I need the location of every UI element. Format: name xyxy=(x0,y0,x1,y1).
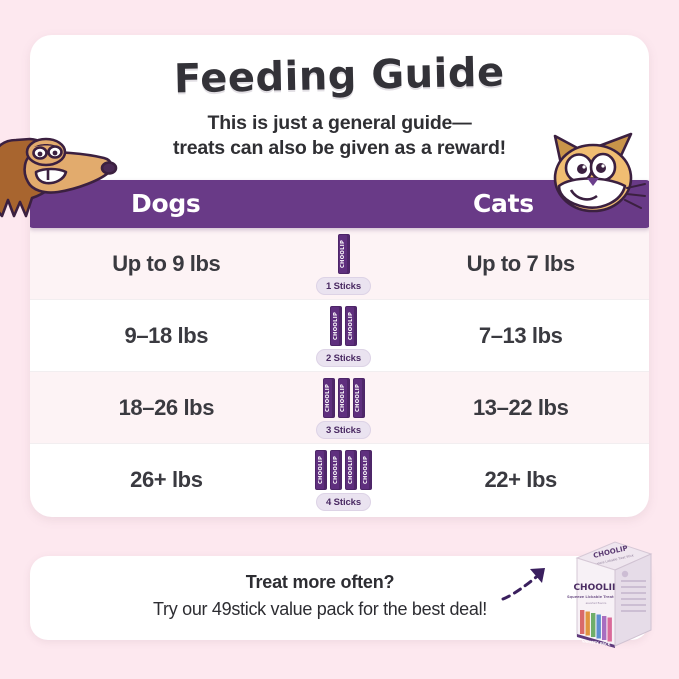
treat-stick-icon: CHOOLIP xyxy=(345,450,357,490)
product-box-image: CHOOLIP Squeeze Lickable Treat Stick CHO… xyxy=(567,541,653,648)
table-row: 9–18 lbs CHOOLIP CHOOLIP 2 Sticks 7–13 lbs xyxy=(30,300,649,372)
curved-arrow-icon xyxy=(501,568,545,601)
treat-stick-icon: CHOOLIP xyxy=(315,450,327,490)
stick-brand-label: CHOOLIP xyxy=(348,455,355,485)
sticks-count-badge: 1 Sticks xyxy=(315,277,372,295)
treat-stick-icon: CHOOLIP xyxy=(360,450,372,490)
cat-weight-cell: 13–22 lbs xyxy=(472,394,569,420)
svg-text:VARIETY PACK: VARIETY PACK xyxy=(582,639,611,646)
stick-brand-label: CHOOLIP xyxy=(348,311,355,341)
treat-stick-icon: CHOOLIP xyxy=(337,378,350,418)
dog-weight-cell: 9–18 lbs xyxy=(124,322,209,348)
sticks-cell: CHOOLIP CHOOLIP CHOOLIP CHOOLIP 4 Sticks xyxy=(295,448,393,511)
cat-weight-cell: 22+ lbs xyxy=(484,466,557,492)
page-subtitle: This is just a general guide— treats can… xyxy=(30,111,649,161)
stick-brand-label: CHOOLIP xyxy=(340,383,347,413)
stick-group: CHOOLIP xyxy=(337,232,350,274)
svg-text:assorted flavors: assorted flavors xyxy=(586,601,607,605)
svg-text:CHOOLIP: CHOOLIP xyxy=(573,583,619,593)
svg-text:Squeeze Lickable Treat Stick: Squeeze Lickable Treat Stick xyxy=(567,595,626,599)
promo-footer-card: Treat more often? Try our 49stick value … xyxy=(30,556,649,640)
stick-group: CHOOLIP CHOOLIP CHOOLIP xyxy=(322,376,365,418)
stick-brand-label: CHOOLIP xyxy=(325,383,332,413)
table-row: Up to 9 lbs CHOOLIP 1 Sticks Up to 7 lbs xyxy=(30,228,649,300)
dog-weight-cell: 18–26 lbs xyxy=(118,394,215,420)
sticks-count-badge: 4 Sticks xyxy=(315,493,372,511)
feeding-guide-card: Feeding Guide This is just a general gui… xyxy=(30,35,649,517)
dog-illustration xyxy=(0,128,123,233)
feeding-table: Up to 9 lbs CHOOLIP 1 Sticks Up to 7 lbs 9–1… xyxy=(30,228,649,515)
treat-stick-icon: CHOOLIP xyxy=(352,378,365,418)
cat-weight-cell: 7–13 lbs xyxy=(478,322,563,348)
stick-brand-label: CHOOLIP xyxy=(363,455,370,485)
stick-group: CHOOLIP CHOOLIP xyxy=(330,304,357,346)
sticks-cell: CHOOLIP 1 Sticks xyxy=(295,232,393,295)
card-clip: Feeding Guide This is just a general gui… xyxy=(30,35,649,517)
stick-brand-label: CHOOLIP xyxy=(355,383,362,413)
page-title: Feeding Guide xyxy=(173,49,506,103)
dog-weight-cell: 26+ lbs xyxy=(130,466,203,492)
cat-weight-cell: Up to 7 lbs xyxy=(466,250,575,276)
stick-brand-label: CHOOLIP xyxy=(340,239,347,269)
sticks-count-badge: 3 Sticks xyxy=(315,421,372,439)
subtitle-line-1: This is just a general guide— xyxy=(207,112,472,134)
table-row: 26+ lbs CHOOLIP CHOOLIP CHOOLIP CHOOLIP 4 Sti… xyxy=(30,444,649,515)
stick-brand-label: CHOOLIP xyxy=(333,311,340,341)
treat-stick-icon: CHOOLIP xyxy=(330,306,342,346)
promo-subtext: Try our 49stick value pack for the best … xyxy=(152,599,487,620)
stick-brand-label: CHOOLIP xyxy=(333,455,340,485)
treat-stick-icon: CHOOLIP xyxy=(322,378,335,418)
stick-brand-label: CHOOLIP xyxy=(318,455,325,485)
cat-illustration xyxy=(541,130,653,235)
stick-group: CHOOLIP CHOOLIP CHOOLIP CHOOLIP xyxy=(315,448,372,490)
promo-text: Treat more often? Try our 49stick value … xyxy=(90,570,550,622)
sticks-cell: CHOOLIP CHOOLIP 2 Sticks xyxy=(295,304,393,367)
sticks-count-badge: 2 Sticks xyxy=(315,349,372,367)
promo-headline: Treat more often? xyxy=(245,572,395,592)
treat-stick-icon: CHOOLIP xyxy=(345,306,357,346)
treat-stick-icon: CHOOLIP xyxy=(337,234,350,274)
column-header-dogs: Dogs xyxy=(131,189,201,218)
table-row: 18–26 lbs CHOOLIP CHOOLIP CHOOLIP 3 Sticks 13… xyxy=(30,372,649,444)
treat-stick-icon: CHOOLIP xyxy=(330,450,342,490)
title-block: Feeding Guide This is just a general gui… xyxy=(30,49,649,161)
column-header-cats: Cats xyxy=(473,189,534,218)
dog-weight-cell: Up to 9 lbs xyxy=(112,250,221,276)
subtitle-line-2: treats can also be given as a reward! xyxy=(173,136,506,159)
sticks-cell: CHOOLIP CHOOLIP CHOOLIP 3 Sticks xyxy=(295,376,393,439)
